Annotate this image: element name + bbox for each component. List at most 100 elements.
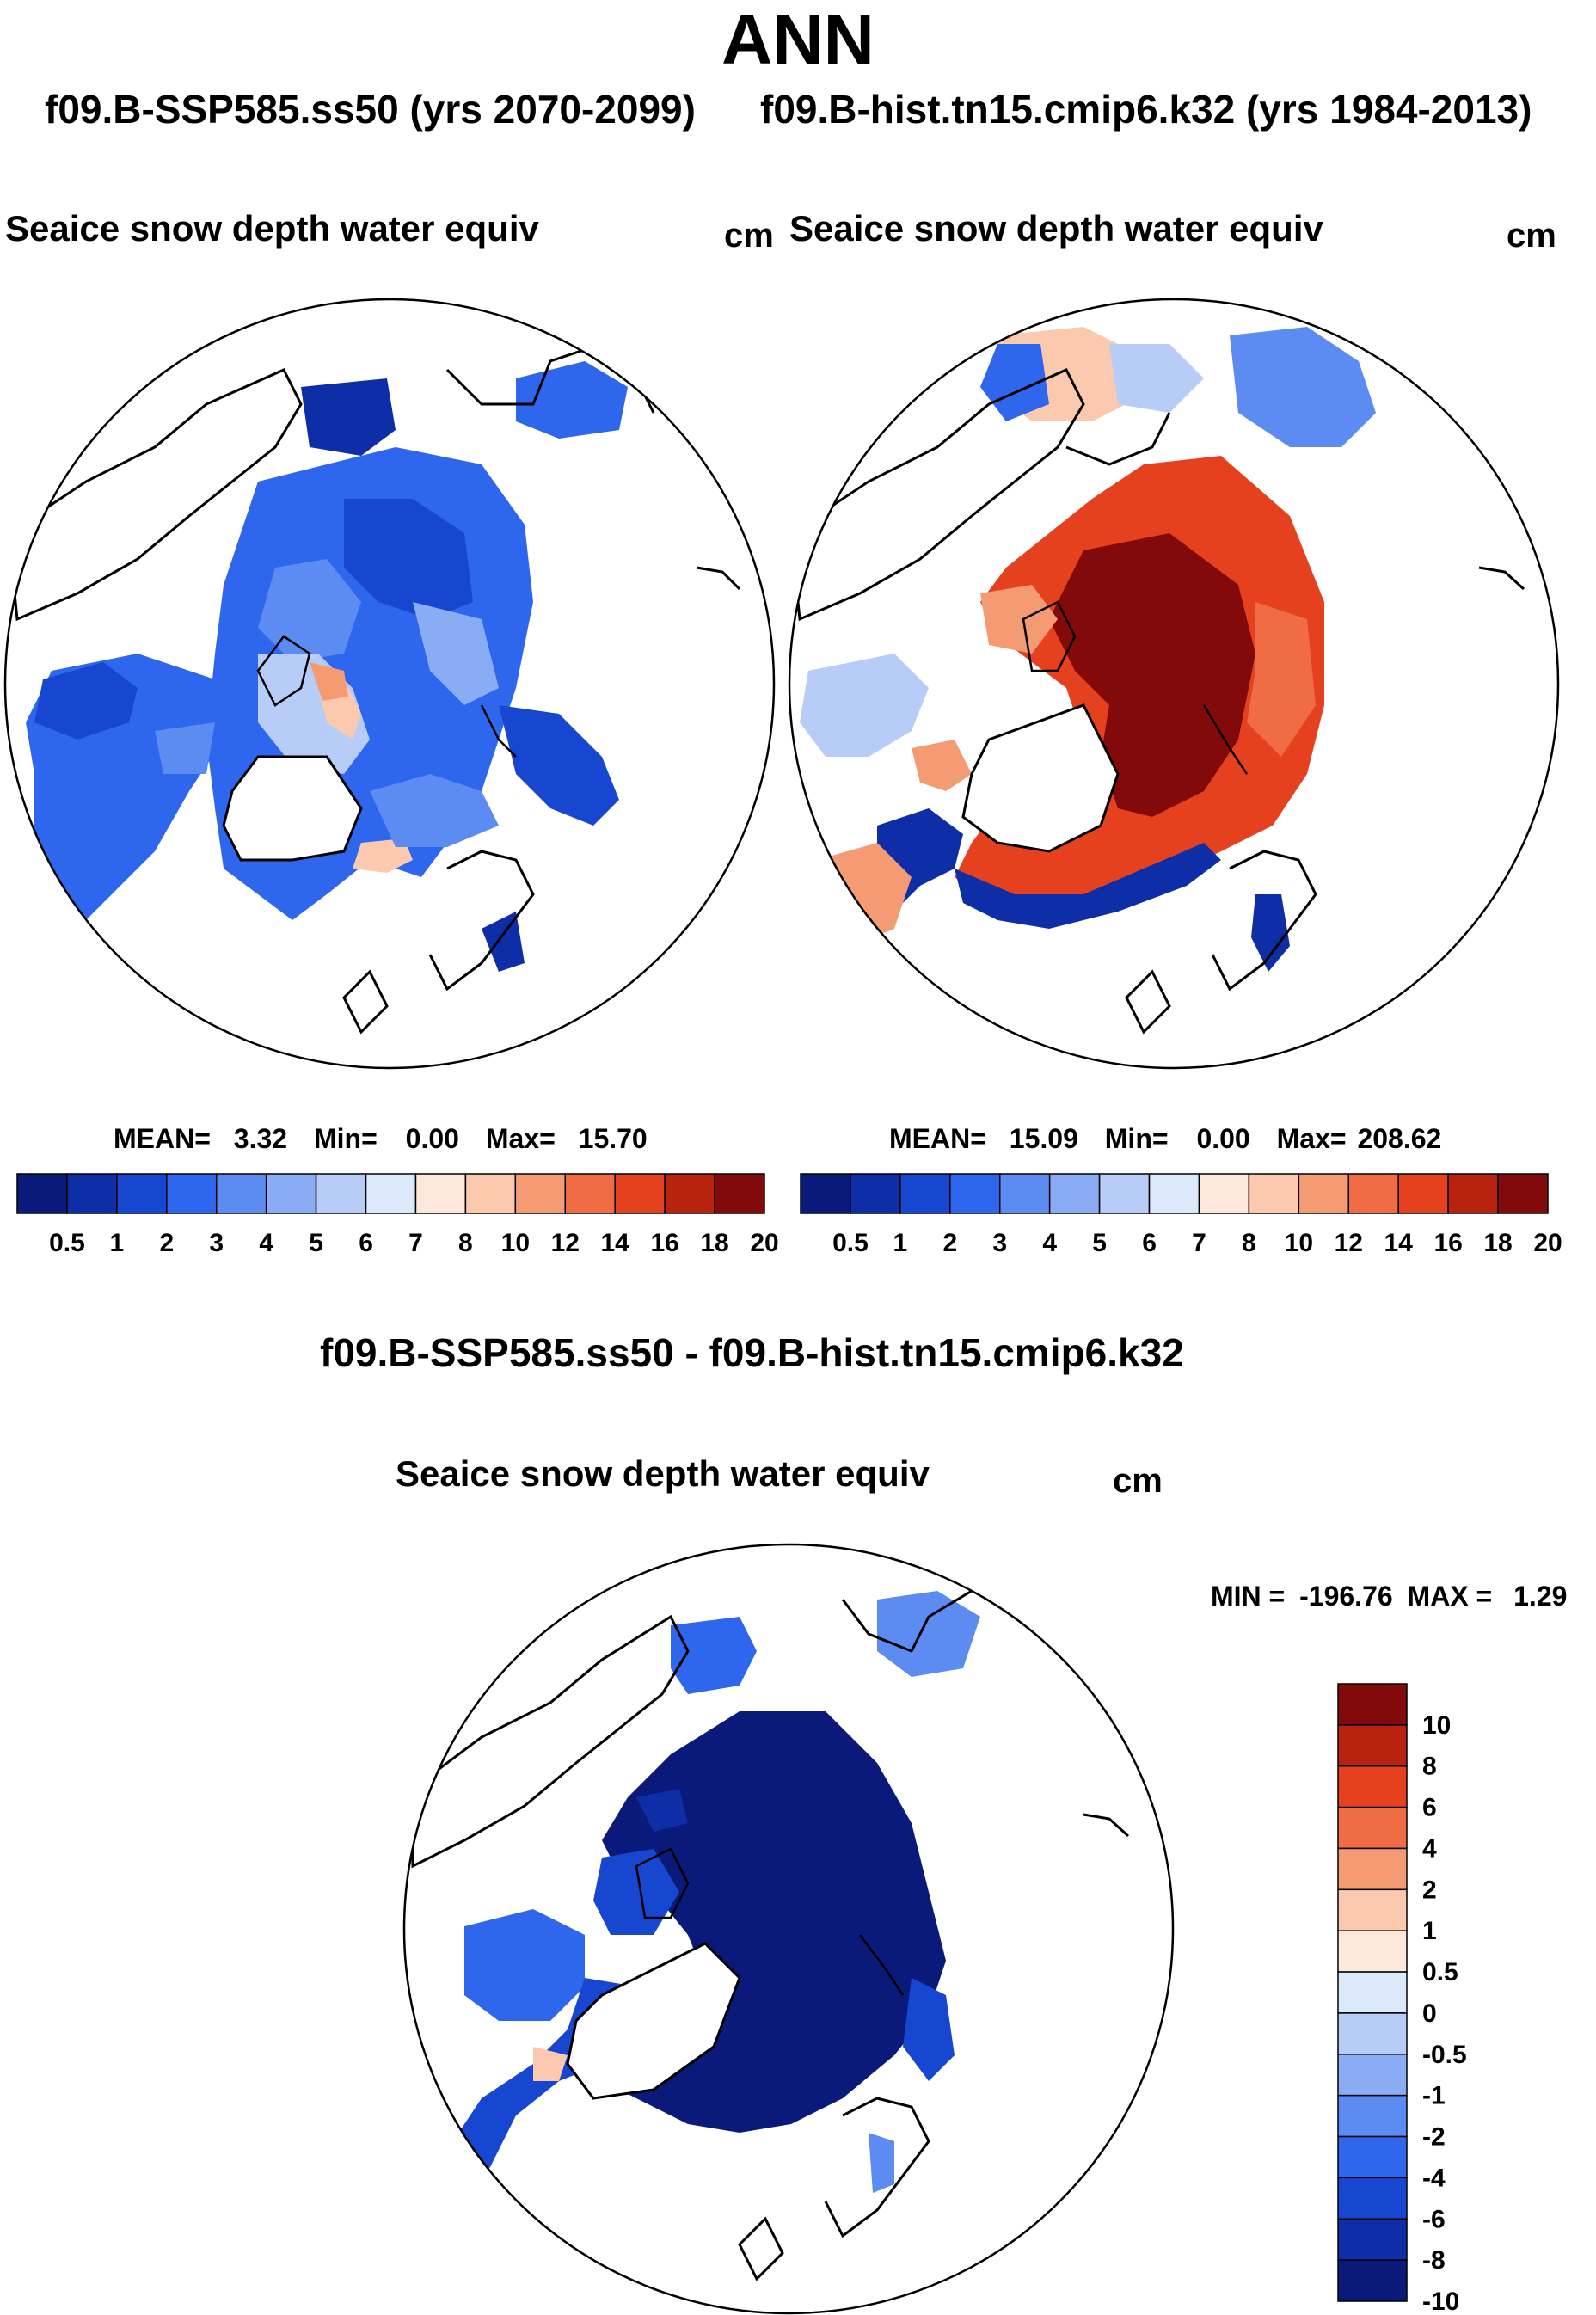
- colorbar-label: 2: [1422, 1876, 1437, 1904]
- colorbar-label: 20: [1533, 1229, 1562, 1257]
- snow-depth-field: [7, 342, 741, 1035]
- colorbar-label: 6: [1422, 1794, 1437, 1822]
- colorbar-box: [1198, 1173, 1250, 1214]
- colorbar-box: [16, 1173, 68, 1214]
- colorbar-label: 4: [259, 1229, 273, 1257]
- colorbar-panel-2: 0.5 1 2 3 4 5 6 7 8 10 12 14 16 18 20: [800, 1173, 1562, 1257]
- colorbar-box: [1337, 2218, 1408, 2261]
- colorbar-label: 0.5: [832, 1229, 869, 1257]
- colorbar-box: [1337, 1806, 1408, 1850]
- subtitle-right: f09.B-hist.tn15.cmip6.k32 (yrs 1984-2013…: [760, 87, 1532, 132]
- colorbar-label: -8: [1422, 2246, 1446, 2275]
- map-boundary: [788, 298, 1560, 1070]
- colorbar-box: [998, 1173, 1051, 1214]
- colorbar-box: [1337, 2259, 1408, 2302]
- max-label: Max=: [485, 1123, 556, 1154]
- colorbar-box: [1337, 1683, 1408, 1726]
- map-panel-1: [3, 298, 776, 1070]
- colorbar-label: 4: [1422, 1834, 1437, 1863]
- max-value: 208.62: [1357, 1123, 1442, 1154]
- min-label: MIN =: [1211, 1581, 1286, 1612]
- colorbar-label: 1: [893, 1229, 908, 1257]
- colorbar-box: [265, 1173, 317, 1214]
- min-value: -196.76: [1299, 1581, 1393, 1612]
- mean-value: 3.32: [233, 1123, 288, 1154]
- colorbar-label: 2: [159, 1229, 174, 1257]
- colorbar-label: 5: [309, 1229, 323, 1257]
- colorbar-box: [66, 1173, 118, 1214]
- subtitle-left: f09.B-SSP585.ss50 (yrs 2070-2099): [45, 87, 696, 132]
- map-panel-3: [402, 1543, 1175, 2315]
- colorbar-diff: 10 8 6 4 2 1 0.5 0 -0.5 -1 -2 -4 -6 -8 -10: [1337, 1683, 1467, 2315]
- colorbar-label: 16: [650, 1229, 678, 1257]
- colorbar-box: [899, 1173, 951, 1214]
- panel-3-title: Seaice snow depth water equiv: [396, 1453, 930, 1494]
- colorbar-box: [1337, 2177, 1408, 2220]
- max-label: Max=: [1276, 1123, 1347, 1154]
- colorbar-label: 18: [1483, 1229, 1512, 1257]
- colorbar-label: 14: [1384, 1229, 1414, 1257]
- colorbar-box: [664, 1173, 715, 1214]
- colorbar-box: [714, 1173, 765, 1214]
- map-boundary: [402, 1543, 1175, 2315]
- colorbar-box: [1337, 1888, 1408, 1931]
- colorbar-label: 4: [1042, 1229, 1057, 1257]
- colorbar-box: [1337, 2094, 1408, 2138]
- colorbar-label: 3: [209, 1229, 224, 1257]
- colorbar-box: [1298, 1173, 1350, 1214]
- colorbar-label: 6: [1142, 1229, 1157, 1257]
- colorbar-label: 20: [750, 1229, 778, 1257]
- panel-1-units: cm: [724, 217, 774, 255]
- colorbar-label: 1: [1422, 1917, 1437, 1945]
- colorbar-label: -4: [1422, 2164, 1446, 2192]
- colorbar-box: [414, 1173, 467, 1214]
- colorbar-label: 12: [551, 1229, 580, 1257]
- colorbar-label: 1: [110, 1229, 125, 1257]
- colorbar-label: -0.5: [1422, 2041, 1467, 2069]
- colorbar-box: [464, 1173, 517, 1214]
- colorbar-label: -2: [1422, 2123, 1446, 2152]
- colorbar-box: [850, 1173, 901, 1214]
- colorbar-label: 18: [700, 1229, 728, 1257]
- panel-1-title: Seaice snow depth water equiv: [5, 208, 539, 249]
- colorbar-label: 7: [408, 1229, 423, 1257]
- diff-title: f09.B-SSP585.ss50 - f09.B-hist.tn15.cmip…: [320, 1330, 1184, 1375]
- panel-1-stats: MEAN= 3.32 Min= 0.00 Max= 15.70: [114, 1123, 648, 1155]
- colorbar-box: [949, 1173, 1001, 1214]
- panel-3-units: cm: [1113, 1462, 1163, 1500]
- panel-2-title: Seaice snow depth water equiv: [789, 208, 1323, 249]
- colorbar-box: [315, 1173, 367, 1214]
- mean-label: MEAN=: [114, 1123, 211, 1154]
- min-value: 0.00: [405, 1123, 459, 1154]
- colorbar-label: -10: [1422, 2287, 1459, 2315]
- min-label: Min=: [313, 1123, 378, 1154]
- colorbar-box: [1337, 1847, 1408, 1891]
- colorbar-label: 3: [992, 1229, 1007, 1257]
- colorbar-box: [614, 1173, 666, 1214]
- colorbar-label: 10: [1285, 1229, 1313, 1257]
- colorbar-box: [1337, 1930, 1408, 1973]
- min-label: Min=: [1104, 1123, 1169, 1154]
- colorbar-box: [564, 1173, 616, 1214]
- colorbar-box: [365, 1173, 417, 1214]
- colorbar-box: [215, 1173, 267, 1214]
- colorbar-box: [514, 1173, 567, 1214]
- colorbar-label: -1: [1422, 2082, 1446, 2110]
- colorbar-label: 8: [458, 1229, 473, 1257]
- colorbar-label: 10: [501, 1229, 530, 1257]
- colorbar-label: 7: [1192, 1229, 1206, 1257]
- figure-title: ANN: [721, 1, 875, 79]
- colorbar-box: [800, 1173, 851, 1214]
- colorbar-label: 0: [1422, 1999, 1437, 2028]
- colorbar-box: [1337, 2012, 1408, 2055]
- colorbar-box: [1337, 1724, 1408, 1767]
- map-boundary: [3, 298, 776, 1070]
- colorbar-box: [1048, 1173, 1101, 1214]
- colorbar-label: 0.5: [1422, 1958, 1458, 1986]
- colorbar-label: 12: [1335, 1229, 1363, 1257]
- panel-3-stats: MIN = -196.76 MAX = 1.29: [1211, 1581, 1567, 1612]
- colorbar-box: [1347, 1173, 1399, 1214]
- colorbar-box: [1337, 2135, 1408, 2179]
- colorbar-box: [1148, 1173, 1200, 1214]
